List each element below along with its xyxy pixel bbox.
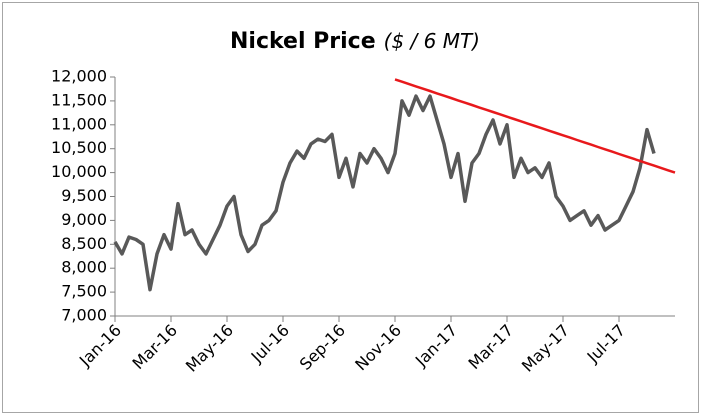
y-tick-label: 9,500 — [61, 186, 107, 205]
y-tick-label: 10,500 — [51, 138, 107, 157]
y-tick-label: 8,500 — [61, 234, 107, 253]
y-tick-label: 10,000 — [51, 162, 107, 181]
y-tick-label: 8,000 — [61, 258, 107, 277]
y-tick-label: 7,000 — [61, 306, 107, 325]
y-tick-label: 12,000 — [51, 67, 107, 86]
y-tick-label: 7,500 — [61, 282, 107, 301]
price-line — [113, 94, 656, 292]
chart-title: Nickel Price ($ / 6 MT) — [230, 29, 480, 55]
title-unit: ($ / 6 MT) — [384, 29, 480, 53]
y-tick-label: 9,000 — [61, 210, 107, 229]
trend-line — [394, 78, 676, 174]
title-text: Nickel Price — [230, 29, 376, 54]
y-tick-label: 11,000 — [51, 114, 107, 133]
y-tick-label: 11,500 — [51, 90, 107, 109]
